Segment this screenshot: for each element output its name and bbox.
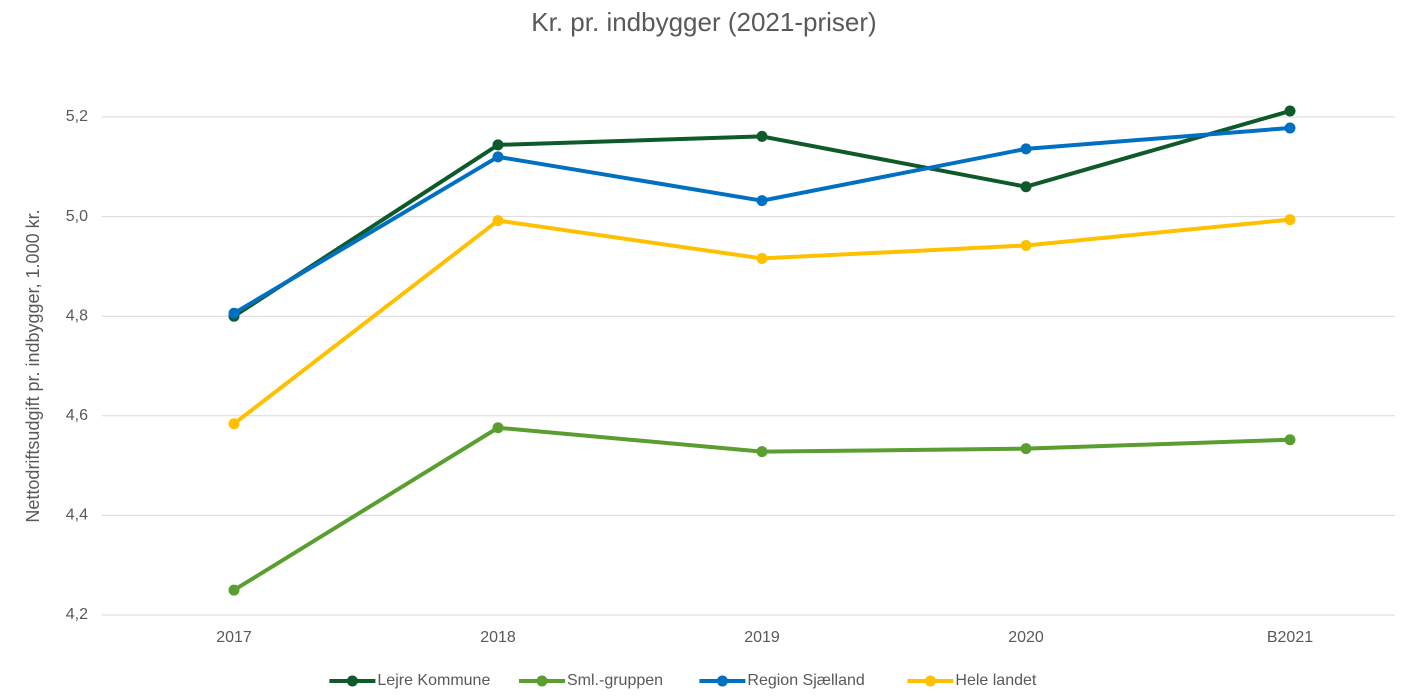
point xyxy=(1284,122,1296,134)
y-axis-label: Nettodriftsudgift pr. indbygger, 1.000 k… xyxy=(23,209,43,522)
point xyxy=(1020,239,1032,251)
series-line xyxy=(232,217,1291,426)
y-tick-label: 4,2 xyxy=(66,606,88,623)
legend-item: Lejre Kommune xyxy=(329,672,490,689)
point xyxy=(756,195,768,207)
legend-item: Region Sjælland xyxy=(699,672,865,689)
x-tick-label: 2017 xyxy=(216,629,252,646)
legend-label: Region Sjælland xyxy=(747,672,864,689)
point xyxy=(492,151,504,163)
y-tick-label: 4,8 xyxy=(66,307,88,324)
y-tick-label: 4,6 xyxy=(66,407,88,424)
point xyxy=(492,139,504,151)
point xyxy=(228,584,240,596)
point xyxy=(1284,434,1296,446)
legend-marker xyxy=(536,675,548,687)
point xyxy=(492,215,504,227)
legend-marker xyxy=(716,675,728,687)
legend-label: Lejre Kommune xyxy=(377,672,490,689)
chart-title: Kr. pr. indbygger (2021-priser) xyxy=(531,7,876,37)
y-tick-label: 4,4 xyxy=(66,507,88,524)
point xyxy=(228,418,240,430)
legend-marker xyxy=(346,675,358,687)
x-tick-label: 2018 xyxy=(480,629,516,646)
point xyxy=(228,307,240,319)
point xyxy=(1284,105,1296,117)
point xyxy=(1020,181,1032,193)
legend-label: Hele landet xyxy=(955,672,1037,689)
legend-item: Sml.-gruppen xyxy=(519,672,663,689)
legend-label: Sml.-gruppen xyxy=(567,672,663,689)
point xyxy=(756,446,768,458)
legend-marker xyxy=(924,675,936,687)
x-tick-label: 2019 xyxy=(744,629,780,646)
point xyxy=(1020,443,1032,455)
y-tick-label: 5,2 xyxy=(66,108,88,125)
point xyxy=(756,130,768,142)
x-tick-label: 2020 xyxy=(1008,629,1044,646)
x-tick-label: B2021 xyxy=(1267,629,1313,646)
legend: Lejre Kommune Sml.-gruppen Region Sjælland… xyxy=(329,672,1037,689)
point xyxy=(492,422,504,434)
y-tick-label: 5,0 xyxy=(66,208,88,225)
point xyxy=(1020,143,1032,155)
point xyxy=(756,252,768,264)
legend-item: Hele landet xyxy=(907,672,1037,689)
point xyxy=(1284,214,1296,226)
